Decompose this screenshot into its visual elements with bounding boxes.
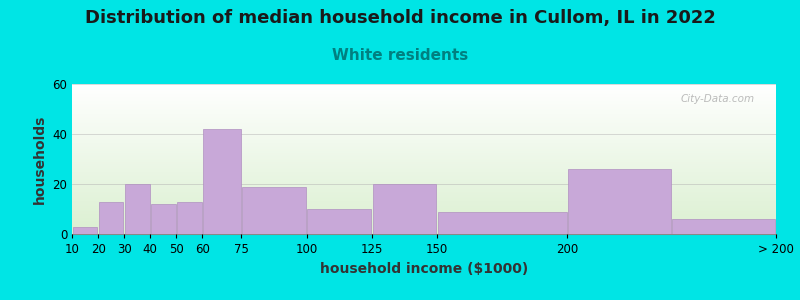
- Bar: [672, 219, 775, 234]
- Y-axis label: households: households: [33, 114, 46, 204]
- Bar: [203, 129, 241, 234]
- X-axis label: household income ($1000): household income ($1000): [320, 262, 528, 276]
- Bar: [438, 212, 566, 234]
- Bar: [242, 187, 306, 234]
- Bar: [125, 184, 150, 234]
- Bar: [568, 169, 671, 234]
- Bar: [98, 202, 123, 234]
- Text: Distribution of median household income in Cullom, IL in 2022: Distribution of median household income …: [85, 9, 715, 27]
- Bar: [307, 209, 371, 234]
- Bar: [151, 204, 176, 234]
- Bar: [73, 226, 98, 234]
- Text: White residents: White residents: [332, 48, 468, 63]
- Bar: [373, 184, 436, 234]
- Bar: [177, 202, 202, 234]
- Text: City-Data.com: City-Data.com: [681, 94, 755, 104]
